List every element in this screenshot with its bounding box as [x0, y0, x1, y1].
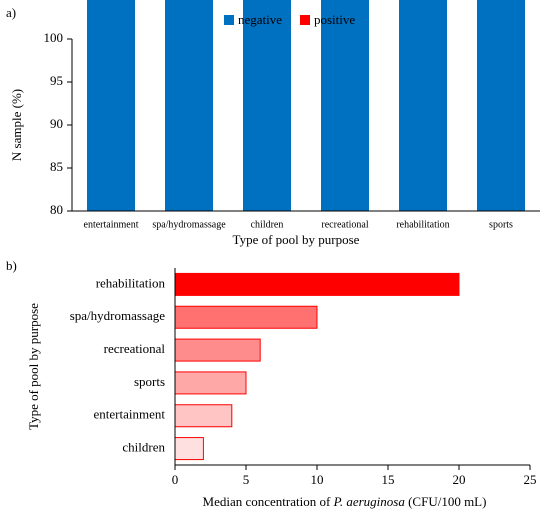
panel-label: b): [6, 258, 17, 273]
x-tick-label: 15: [382, 472, 395, 487]
bar-segment: [243, 0, 291, 211]
x-axis-label-part: P. aeruginosa: [333, 494, 406, 509]
x-tick-label: 20: [453, 472, 466, 487]
y-tick-label: 80: [50, 202, 63, 217]
y-tick-label: 85: [50, 159, 63, 174]
bar: [174, 305, 318, 329]
y-tick-label: sports: [134, 374, 165, 389]
y-tick-label: 90: [50, 116, 63, 131]
x-tick-label: entertainment: [84, 219, 139, 230]
bar-segment: [477, 0, 525, 211]
legend-label: positive: [314, 12, 355, 27]
bar-segment: [87, 0, 135, 211]
y-axis-label: Type of pool by purpose: [26, 303, 41, 430]
x-tick-label: rehabilitation: [396, 219, 449, 230]
y-axis-label: N sample (%): [9, 89, 24, 161]
y-tick-label: spa/hydromassage: [70, 308, 166, 323]
legend-swatch: [224, 15, 234, 25]
x-tick-label: children: [251, 219, 284, 230]
x-tick-label: 10: [311, 472, 324, 487]
bar: [174, 272, 460, 296]
bar: [174, 371, 247, 395]
x-axis-label: Type of pool by purpose: [233, 232, 360, 247]
legend-label: negative: [238, 12, 282, 27]
bar: [174, 404, 233, 428]
x-tick-label: 0: [172, 472, 179, 487]
x-tick-label: recreational: [321, 219, 368, 230]
x-axis-label: Median concentration of P. aeruginosa (C…: [203, 494, 487, 509]
y-tick-label: 100: [44, 30, 64, 45]
y-tick-label: children: [122, 440, 165, 455]
x-tick-label: spa/hydromassage: [152, 219, 226, 230]
y-tick-label: entertainment: [94, 407, 166, 422]
bar-segment: [321, 0, 369, 211]
y-tick-label: rehabilitation: [96, 275, 166, 290]
x-axis-label-part: (CFU/100 mL): [405, 494, 487, 509]
bar: [174, 338, 261, 362]
bar: [174, 437, 204, 461]
panel-label: a): [6, 5, 16, 20]
bar-segment: [165, 0, 213, 211]
y-tick-label: recreational: [104, 341, 166, 356]
y-tick-label: 95: [50, 73, 63, 88]
legend-swatch: [300, 15, 310, 25]
bar-segment: [399, 0, 447, 211]
x-tick-label: sports: [489, 219, 513, 230]
x-tick-label: 5: [243, 472, 250, 487]
x-axis-label-part: Median concentration of: [203, 494, 334, 509]
x-tick-label: 25: [524, 472, 537, 487]
